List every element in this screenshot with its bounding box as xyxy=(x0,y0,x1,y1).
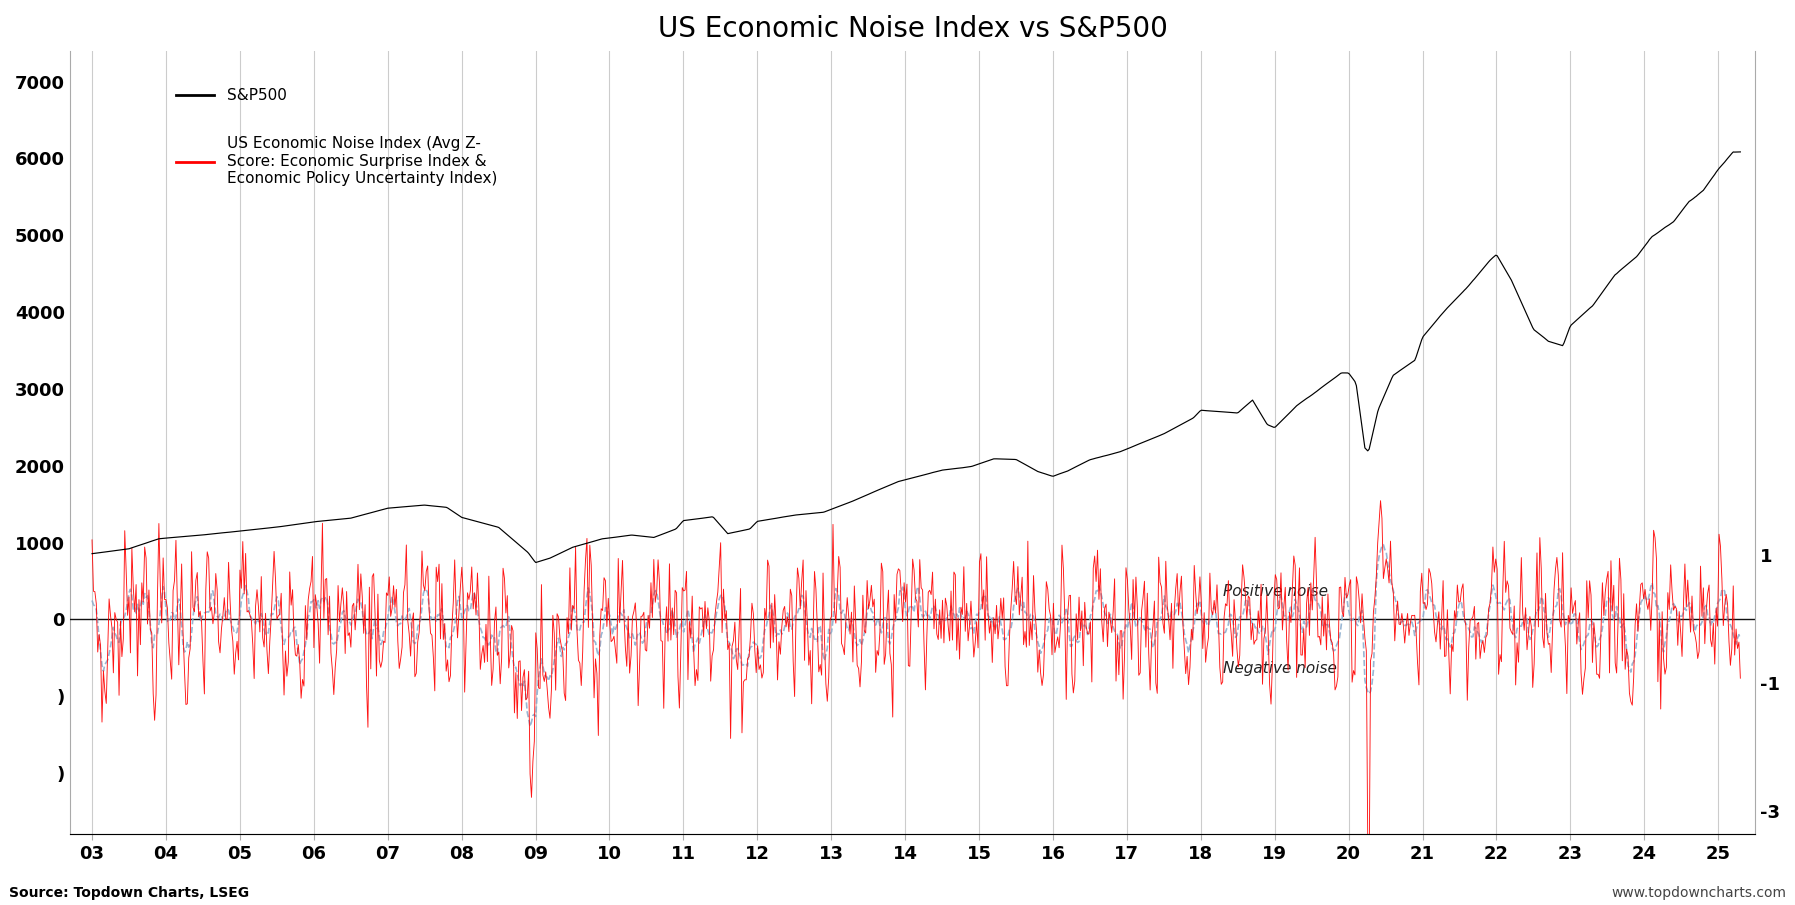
Text: Negative noise: Negative noise xyxy=(1222,662,1337,676)
Text: Positive noise: Positive noise xyxy=(1222,584,1328,598)
Text: Source: Topdown Charts, LSEG: Source: Topdown Charts, LSEG xyxy=(9,887,250,900)
Legend: S&P500, , US Economic Noise Index (Avg Z-
Score: Economic Surprise Index &
Econo: S&P500, , US Economic Noise Index (Avg Z… xyxy=(171,82,503,193)
Title: US Economic Noise Index vs S&P500: US Economic Noise Index vs S&P500 xyxy=(657,15,1167,43)
Text: www.topdowncharts.com: www.topdowncharts.com xyxy=(1612,887,1786,900)
